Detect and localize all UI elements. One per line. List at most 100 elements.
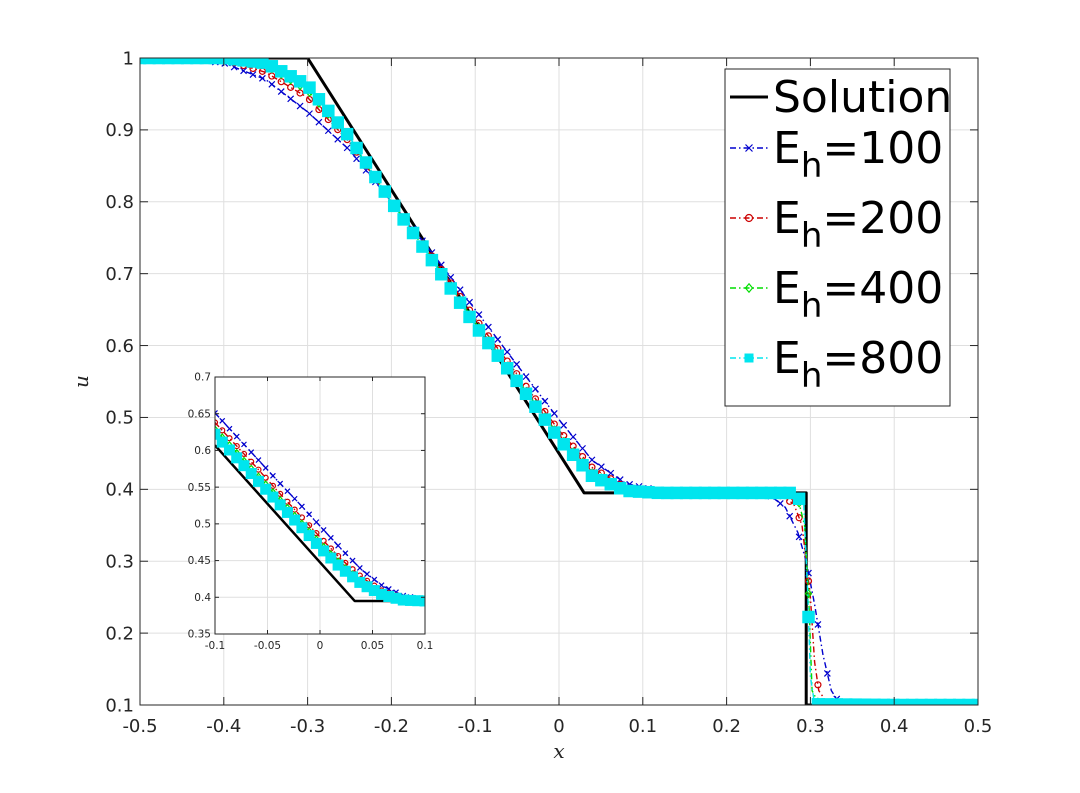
main-marker-e-h-800-35 — [463, 310, 476, 324]
x-axis-label: x — [553, 739, 564, 763]
main-marker-e-h-800-22 — [340, 127, 354, 141]
main-marker-e-h-800-23 — [350, 141, 363, 155]
inset-marker-e-h-200-0 — [215, 419, 219, 426]
legend-box — [724, 68, 951, 407]
main-marker-e-h-800-2 — [152, 58, 166, 65]
inset-marker-e-h-800-2 — [223, 444, 235, 456]
inset-x-tick-label-2: 0 — [317, 640, 324, 652]
main-marker-e-h-100-20 — [324, 127, 332, 135]
inset-marker-e-h-800-13 — [303, 530, 315, 542]
main-x-tick-label-9: 0.4 — [880, 716, 909, 737]
main-x-tick-label-4: -0.1 — [458, 716, 493, 737]
inset-marker-e-h-800-9 — [274, 499, 286, 511]
main-marker-e-h-800-28 — [397, 213, 410, 226]
inset-y-tick-label-5: 0.6 — [194, 445, 211, 457]
inset-marker-e-h-800-4 — [238, 460, 250, 472]
inset-marker-e-h-800-15 — [318, 545, 330, 557]
inset-plot: -0.1 -0.05 0 0.05 0.1 0.35 0.4 0.45 0.5 0.55 0.6 0.… — [188, 372, 434, 652]
main-marker-e-h-800-32 — [435, 267, 448, 281]
main-series-layer — [140, 58, 978, 705]
main-marker-e-h-800-31 — [425, 253, 439, 267]
inset-ticks: -0.1 -0.05 0 0.05 0.1 0.35 0.4 0.45 0.5 0.55 0.6 0.… — [188, 372, 434, 652]
main-marker-e-h-800-43 — [538, 413, 552, 426]
main-marker-e-h-800-58 — [679, 486, 693, 500]
inset-series-e-h-100 — [215, 410, 425, 603]
main-marker-e-h-800-39 — [500, 362, 514, 375]
main-marker-e-h-800-65 — [745, 486, 759, 500]
main-marker-e-h-100-45 — [560, 421, 568, 429]
inset-marker-e-h-800-14 — [310, 537, 322, 549]
inset-y-tick-label-4: 0.55 — [188, 482, 211, 494]
main-x-tick-label-10: 0.5 — [964, 716, 993, 737]
inset-x-tick-label-1: -0.05 — [254, 640, 281, 652]
main-marker-e-h-800-68 — [774, 486, 787, 500]
main-marker-e-h-800-52 — [623, 484, 636, 498]
inset-marker-e-h-800-6 — [252, 475, 264, 487]
main-marker-e-h-800-21 — [331, 116, 344, 129]
main-marker-e-h-800-3 — [161, 58, 175, 65]
main-marker-e-h-800-38 — [491, 349, 505, 362]
inset-marker-e-h-800-5 — [245, 468, 257, 480]
main-marker-e-h-100-39 — [503, 348, 511, 356]
main-x-tick-label-6: 0.1 — [628, 716, 657, 737]
main-y-tick-label-2: 0.3 — [105, 552, 134, 573]
inset-marker-e-h-800-18 — [339, 565, 351, 577]
inset-marker-e-h-800-10 — [281, 506, 293, 518]
legend-swatch-marker-e-h-800 — [744, 353, 754, 363]
main-marker-e-h-100-11 — [240, 67, 247, 75]
inset-marker-e-h-800-0 — [215, 428, 221, 440]
legend-label-solution: Solution — [773, 72, 952, 123]
main-marker-e-h-800-4 — [171, 58, 184, 65]
main-x-tick-label-0: -0.5 — [122, 716, 157, 737]
main-marker-e-h-800-60 — [698, 486, 712, 500]
main-marker-e-h-800-33 — [444, 282, 457, 295]
main-x-tick-label-1: -0.4 — [206, 716, 241, 737]
main-marker-e-h-800-82 — [905, 698, 919, 705]
inset-marker-e-h-100-8 — [270, 472, 276, 479]
main-marker-e-h-800-83 — [915, 698, 928, 705]
main-marker-e-h-800-47 — [576, 459, 589, 472]
inset-marker-e-h-100-1 — [219, 417, 226, 424]
main-marker-e-h-800-85 — [934, 698, 947, 705]
main-marker-e-h-800-11 — [237, 58, 250, 67]
main-y-tick-label-5: 0.6 — [105, 336, 134, 357]
main-marker-e-h-800-42 — [529, 400, 542, 413]
inset-marker-e-h-100-0 — [215, 410, 218, 416]
inset-marker-e-h-800-19 — [347, 571, 359, 583]
inset-marker-e-h-100-12 — [298, 503, 305, 510]
legend-entry-e-h-400: Eh=400 — [730, 263, 943, 326]
main-marker-e-h-800-10 — [227, 58, 241, 66]
main-marker-e-h-800-18 — [303, 81, 316, 94]
main-marker-e-h-800-74 — [830, 698, 844, 705]
main-marker-e-h-100-48 — [588, 456, 596, 464]
main-marker-e-h-800-53 — [632, 485, 646, 498]
main-marker-e-h-800-13 — [256, 58, 269, 69]
main-marker-e-h-800-49 — [595, 473, 608, 487]
main-marker-e-h-800-63 — [726, 486, 740, 500]
main-marker-e-h-100-47 — [579, 444, 586, 452]
main-marker-e-h-200-72 — [814, 681, 822, 689]
main-y-tick-label-9: 1 — [123, 48, 134, 69]
main-marker-e-h-400-71 — [804, 589, 813, 599]
inset-marker-e-h-100-7 — [262, 465, 269, 471]
inset-marker-e-h-100-11 — [291, 495, 298, 502]
inset-marker-e-h-800-7 — [260, 483, 272, 495]
inset-marker-e-h-100-9 — [277, 480, 284, 487]
main-marker-e-h-100-46 — [569, 433, 577, 441]
main-marker-e-h-800-0 — [140, 58, 147, 65]
main-marker-e-h-800-30 — [416, 240, 429, 253]
main-marker-e-h-800-44 — [548, 426, 561, 439]
inset-series-line-e-h-100 — [215, 412, 425, 601]
inset-x-tick-label-0: -0.1 — [205, 640, 226, 652]
main-marker-e-h-800-55 — [651, 486, 665, 500]
main-marker-e-h-800-36 — [472, 324, 486, 337]
legend-swatch-marker-e-h-400 — [744, 282, 754, 294]
main-marker-e-h-800-19 — [312, 93, 326, 106]
main-marker-e-h-800-51 — [613, 482, 627, 495]
main-marker-e-h-800-56 — [661, 486, 674, 500]
inset-marker-e-h-100-14 — [313, 519, 320, 526]
main-y-tick-label-0: 0.1 — [105, 695, 134, 716]
main-marker-e-h-800-61 — [708, 486, 721, 500]
main-x-tick-label-8: 0.3 — [796, 716, 825, 737]
inset-marker-e-h-100-6 — [255, 457, 262, 464]
